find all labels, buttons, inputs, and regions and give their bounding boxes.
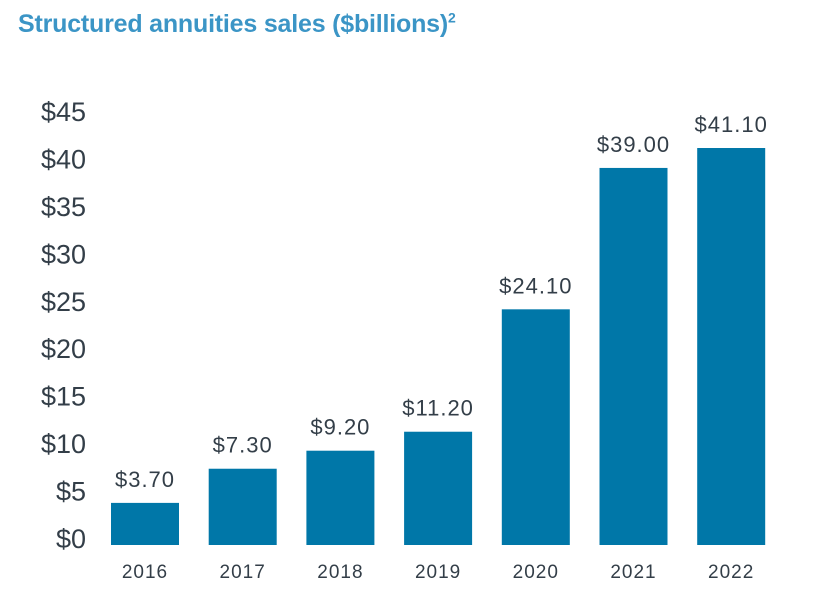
title-footnote: 2 (448, 9, 456, 26)
data-labels: $3.70 $7.30 $9.20 $11.20 $24.10 $39.00 $41.10 (115, 112, 768, 492)
bar-2018 (306, 450, 375, 545)
chart-title-text: Structured annuities sales ($billions) (18, 10, 448, 38)
data-label: $41.10 (695, 112, 768, 137)
data-label: $7.30 (213, 433, 273, 458)
data-label: $39.00 (597, 132, 670, 157)
x-tick-label: 2018 (317, 562, 363, 583)
y-tick-label: $15 (41, 382, 86, 412)
x-tick-label: 2017 (220, 562, 266, 583)
y-axis: $0 $5 $10 $15 $20 $25 $30 $35 $40 $45 (41, 97, 86, 554)
x-tick-label: 2022 (708, 562, 754, 583)
y-tick-label: $5 (56, 477, 86, 507)
bars (111, 148, 766, 546)
x-tick-label: 2020 (513, 562, 559, 583)
x-axis: 2016 2017 2018 2019 2020 2021 2022 (122, 562, 754, 583)
y-tick-label: $40 (41, 144, 86, 174)
x-tick-label: 2021 (610, 562, 656, 583)
y-tick-label: $25 (41, 287, 86, 317)
bar-2019 (404, 431, 473, 545)
bar-2022 (697, 148, 766, 546)
chart-title: Structured annuities sales ($billions)2 (18, 10, 456, 39)
y-tick-label: $20 (41, 334, 86, 364)
data-label: $9.20 (310, 415, 370, 440)
y-tick-label: $45 (41, 97, 86, 127)
bar-2017 (208, 468, 277, 545)
y-tick-label: $0 (56, 524, 86, 554)
y-tick-label: $35 (41, 192, 86, 222)
bar-2021 (599, 167, 668, 545)
x-tick-label: 2019 (415, 562, 461, 583)
data-label: $24.10 (499, 273, 572, 298)
x-tick-label: 2016 (122, 562, 168, 583)
bar-2020 (501, 309, 570, 545)
y-tick-label: $10 (41, 429, 86, 459)
bar-2016 (111, 502, 179, 545)
y-tick-label: $30 (41, 239, 86, 269)
data-label: $11.20 (402, 396, 474, 421)
data-label: $3.70 (115, 467, 175, 492)
